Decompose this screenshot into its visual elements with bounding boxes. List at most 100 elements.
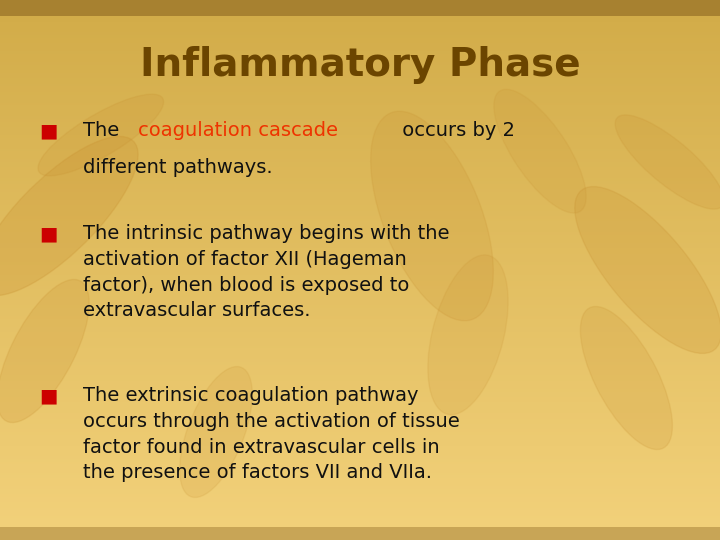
Bar [0,22,720,24]
Bar [0,54,720,57]
Text: coagulation cascade: coagulation cascade [138,122,338,140]
Bar [0,178,720,181]
Bar [0,359,720,362]
Bar [0,92,720,94]
Bar [0,500,720,502]
Bar [0,518,720,521]
Bar [0,170,720,173]
Bar [0,186,720,189]
Bar [0,467,720,470]
Bar [0,440,720,443]
Bar [0,526,720,529]
Bar [0,278,720,281]
Bar [0,57,720,59]
Text: ■: ■ [40,122,58,140]
Bar [0,208,720,211]
Text: The extrinsic coagulation pathway
occurs through the activation of tissue
factor: The extrinsic coagulation pathway occurs… [83,386,459,482]
Bar [0,184,720,186]
Bar [0,224,720,227]
Bar [0,470,720,472]
Bar [0,108,720,111]
Bar [0,435,720,437]
Bar [0,375,720,378]
Bar [0,227,720,229]
Ellipse shape [494,89,586,213]
Bar [0,116,720,119]
Bar [0,49,720,51]
Bar [0,3,720,5]
Bar [0,16,720,19]
Bar [0,205,720,208]
Bar [0,456,720,459]
Bar [0,364,720,367]
Bar [0,97,720,100]
Bar [0,356,720,359]
Bar [0,46,720,49]
Text: ■: ■ [40,386,58,405]
Bar [0,524,720,526]
Bar [0,138,720,140]
Bar [0,451,720,454]
Bar [0,165,720,167]
Bar [0,89,720,92]
Bar [0,173,720,176]
Bar [0,38,720,40]
Bar [0,103,720,105]
Text: Inflammatory Phase: Inflammatory Phase [140,46,580,84]
Bar [0,289,720,292]
Bar [0,448,720,451]
Bar [0,481,720,483]
Bar [0,86,720,89]
Bar [0,143,720,146]
Bar [0,151,720,154]
Ellipse shape [580,307,672,449]
Bar [0,78,720,81]
Bar [0,27,720,30]
Bar [0,424,720,427]
Text: The: The [83,122,125,140]
Ellipse shape [38,94,163,176]
Bar [0,464,720,467]
Bar [0,132,720,135]
Bar [0,521,720,524]
Bar [0,246,720,248]
Bar [0,402,720,405]
Bar [0,35,720,38]
Ellipse shape [0,137,138,295]
Bar [0,70,720,73]
Bar [0,284,720,286]
Bar [0,148,720,151]
Bar [0,14,720,16]
Bar [0,418,720,421]
Bar [0,59,720,62]
Bar [0,219,720,221]
Bar [0,238,720,240]
Bar [0,211,720,213]
Bar [0,400,720,402]
Bar [0,51,720,54]
Bar [0,267,720,270]
Bar [0,159,720,162]
Bar [0,251,720,254]
Bar [0,305,720,308]
Bar [0,483,720,486]
Bar [0,302,720,305]
Bar [0,443,720,445]
Bar [0,243,720,246]
Bar [0,140,720,143]
Ellipse shape [371,111,493,321]
Bar [0,286,720,289]
Bar [0,475,720,478]
Bar [0,329,720,332]
Bar [0,167,720,170]
Text: occurs by 2: occurs by 2 [396,122,515,140]
Bar [0,202,720,205]
Bar [0,319,720,321]
Bar [0,327,720,329]
Bar [0,367,720,370]
Bar [0,181,720,184]
Bar [0,338,720,340]
Bar [0,386,720,389]
Bar [0,81,720,84]
Bar [0,157,720,159]
